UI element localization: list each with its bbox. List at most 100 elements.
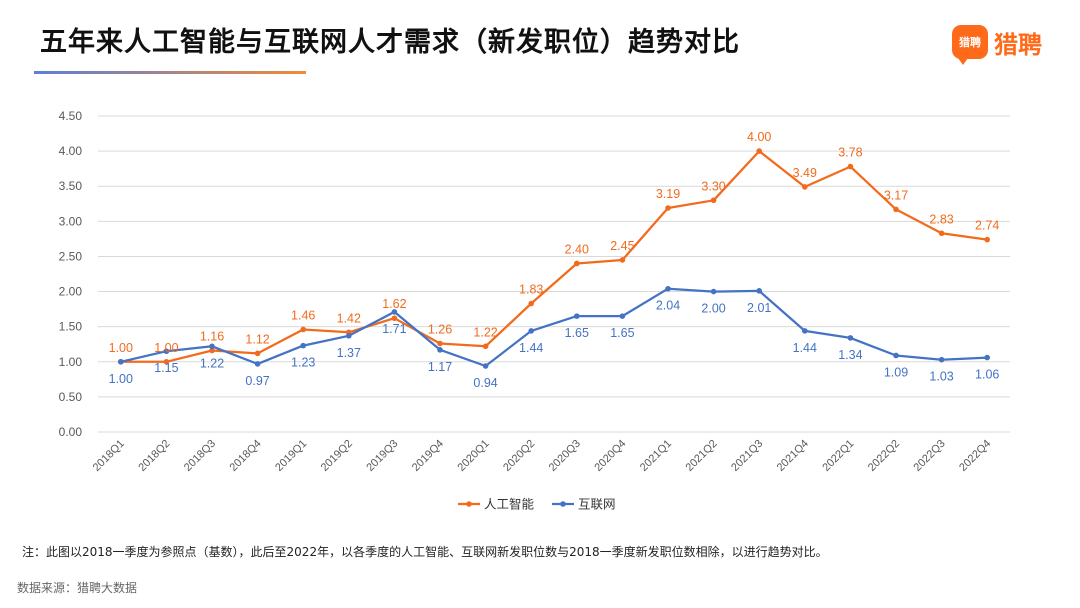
data-label: 1.44 [519, 341, 543, 355]
data-point [209, 347, 215, 354]
data-label: 1.26 [428, 323, 452, 337]
data-point [802, 184, 808, 190]
data-point [847, 335, 854, 341]
data-point [984, 354, 990, 361]
data-point [391, 309, 398, 315]
x-tick-label: 2021Q2 [684, 438, 720, 474]
data-label: 2.74 [975, 219, 999, 233]
x-tick-label: 2018Q4 [228, 438, 264, 474]
data-point [346, 332, 352, 339]
data-label: 1.42 [337, 311, 361, 325]
data-point [710, 197, 717, 204]
x-tick-label: 2021Q4 [775, 438, 811, 474]
x-tick-label: 2020Q3 [547, 438, 583, 474]
x-tick-label: 2020Q2 [501, 438, 537, 474]
data-label: 1.62 [382, 297, 406, 311]
data-label: 0.94 [473, 376, 497, 390]
data-label: 1.83 [519, 282, 543, 296]
data-point [209, 343, 215, 350]
data-point [300, 326, 307, 333]
chart-footnote: 注：此图以2018一季度为参照点（基数），此后至2022年，以各季度的人工智能、… [22, 545, 828, 559]
data-label: 3.49 [793, 166, 817, 180]
logo-text: 猎聘 [994, 30, 1042, 59]
data-point [619, 257, 626, 263]
data-point [482, 343, 489, 350]
data-label: 3.78 [838, 146, 862, 160]
x-tick-label: 2022Q3 [912, 438, 948, 474]
data-point [528, 328, 534, 334]
data-label: 3.19 [656, 187, 680, 201]
data-point [802, 328, 808, 334]
data-label: 1.12 [245, 332, 269, 346]
data-point [665, 205, 671, 211]
data-point [893, 206, 899, 213]
liepin-logo: 猎聘 猎聘 [952, 24, 1042, 65]
data-point [984, 236, 990, 243]
y-tick-label: 3.50 [59, 179, 83, 193]
data-point [118, 358, 124, 365]
data-point [665, 285, 671, 292]
data-label: 1.22 [200, 356, 224, 370]
data-point [482, 363, 489, 369]
data-point [163, 348, 170, 355]
data-point [938, 230, 945, 237]
data-point [710, 288, 717, 295]
data-label: 1.23 [291, 356, 315, 370]
legend-label: 人工智能 [484, 497, 535, 512]
legend-swatch-marker [466, 501, 472, 507]
legend-swatch-marker [560, 501, 566, 507]
x-tick-label: 2020Q4 [592, 438, 628, 474]
y-tick-label: 4.50 [59, 109, 83, 123]
data-label: 2.83 [929, 212, 953, 226]
data-point [574, 313, 580, 319]
y-tick-label: 0.00 [59, 425, 83, 439]
x-tick-label: 2019Q4 [410, 438, 446, 474]
x-tick-label: 2020Q1 [456, 438, 492, 474]
data-label: 2.04 [656, 299, 680, 313]
series-line-ai [120, 149, 988, 363]
data-point [574, 260, 580, 267]
series-line-internet [120, 287, 988, 368]
data-label: 1.71 [382, 322, 406, 336]
data-label: 1.15 [154, 361, 178, 375]
x-tick-label: 2019Q2 [319, 438, 355, 474]
data-label: 1.46 [291, 308, 315, 322]
data-point [528, 300, 534, 307]
x-tick-label: 2021Q1 [638, 438, 674, 474]
data-label: 1.34 [838, 348, 862, 362]
x-tick-label: 2019Q3 [364, 438, 400, 474]
data-label: 2.00 [701, 302, 725, 316]
data-label: 3.30 [701, 179, 725, 193]
x-tick-label: 2018Q1 [91, 438, 127, 474]
x-tick-label: 2018Q2 [136, 438, 172, 474]
data-label: 1.16 [200, 330, 224, 344]
data-label: 1.00 [109, 341, 133, 355]
data-point [437, 347, 443, 353]
data-label: 1.00 [109, 372, 133, 386]
x-tick-label: 2021Q3 [729, 438, 765, 474]
data-point [847, 163, 854, 170]
data-source: 数据来源：猎聘大数据 [17, 581, 138, 595]
y-tick-label: 1.50 [59, 320, 83, 334]
data-label: 2.01 [747, 301, 771, 315]
title-underline [34, 71, 306, 74]
y-tick-label: 4.00 [59, 144, 83, 158]
data-label: 1.44 [793, 341, 817, 355]
y-tick-label: 2.00 [59, 285, 83, 299]
data-label: 1.22 [473, 325, 497, 339]
data-point [756, 148, 762, 154]
data-point [437, 340, 443, 347]
data-label: 2.40 [565, 242, 589, 256]
data-point [938, 356, 945, 363]
data-label: 3.17 [884, 188, 908, 202]
y-tick-label: 3.00 [59, 214, 83, 228]
data-label: 1.03 [929, 370, 953, 384]
data-point [756, 288, 762, 294]
page-title: 五年来人工智能与互联网人才需求（新发职位）趋势对比 [40, 27, 740, 58]
data-label: 1.00 [154, 341, 178, 355]
x-tick-label: 2022Q1 [820, 438, 856, 474]
data-point [254, 350, 261, 357]
data-label: 1.65 [610, 326, 634, 340]
logo-badge-icon: 猎聘 [952, 25, 988, 65]
